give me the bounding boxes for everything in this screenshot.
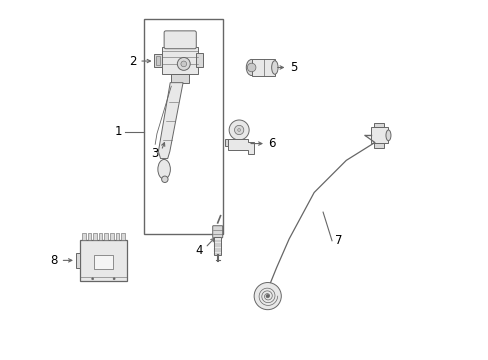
- Bar: [224, 139, 228, 146]
- Text: 5: 5: [289, 61, 297, 74]
- Bar: [144, 19, 223, 234]
- Circle shape: [91, 278, 94, 280]
- Bar: [80, 240, 126, 281]
- Polygon shape: [158, 83, 183, 158]
- Bar: [82, 233, 85, 240]
- FancyBboxPatch shape: [164, 31, 196, 49]
- Text: 2: 2: [129, 55, 136, 68]
- Text: 4: 4: [195, 244, 203, 257]
- Circle shape: [247, 63, 255, 72]
- Circle shape: [237, 129, 240, 131]
- Polygon shape: [227, 139, 254, 154]
- Bar: [93, 233, 97, 240]
- Text: 6: 6: [268, 137, 275, 150]
- Bar: [196, 53, 203, 67]
- Ellipse shape: [162, 176, 168, 183]
- Bar: [116, 233, 119, 240]
- Text: 7: 7: [334, 234, 342, 247]
- Text: 3: 3: [151, 147, 159, 160]
- Bar: [104, 233, 108, 240]
- Bar: [87, 233, 91, 240]
- Circle shape: [229, 120, 248, 140]
- Bar: [251, 59, 274, 76]
- Bar: [99, 233, 102, 240]
- Circle shape: [234, 125, 244, 135]
- Bar: [370, 127, 387, 143]
- Bar: [94, 255, 113, 269]
- Ellipse shape: [271, 61, 278, 74]
- Ellipse shape: [246, 59, 257, 76]
- Bar: [110, 233, 113, 240]
- Ellipse shape: [158, 159, 170, 179]
- Bar: [76, 253, 80, 267]
- Circle shape: [254, 283, 281, 310]
- Circle shape: [265, 294, 269, 298]
- Bar: [214, 237, 221, 255]
- Circle shape: [113, 278, 115, 280]
- Bar: [121, 233, 124, 240]
- Bar: [162, 47, 198, 74]
- Ellipse shape: [385, 130, 390, 141]
- Bar: [154, 54, 162, 67]
- Circle shape: [177, 58, 190, 70]
- Bar: [373, 143, 384, 148]
- Bar: [156, 56, 160, 64]
- Text: 8: 8: [51, 254, 58, 267]
- Bar: [171, 74, 189, 83]
- Circle shape: [181, 61, 186, 67]
- Bar: [373, 123, 384, 127]
- FancyBboxPatch shape: [212, 226, 222, 238]
- Text: 1: 1: [115, 125, 122, 138]
